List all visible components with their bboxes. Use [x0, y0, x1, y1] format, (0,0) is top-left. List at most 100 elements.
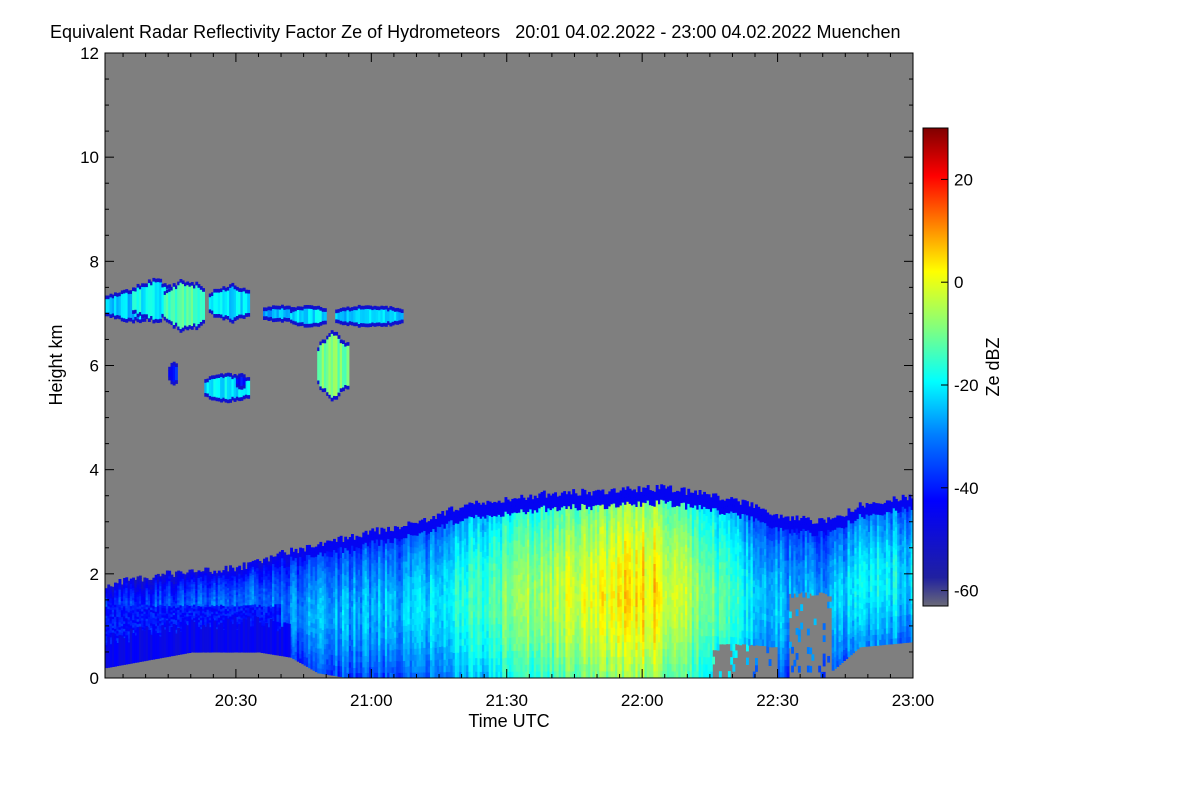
echo-cell [281, 550, 284, 555]
echo-cell [292, 617, 296, 623]
echo-cell [518, 498, 521, 506]
echo-cell [181, 575, 185, 579]
echo-cell [495, 556, 499, 564]
echo-cell [233, 594, 237, 598]
echo-cell [156, 608, 160, 611]
echo-cell [371, 534, 375, 541]
echo-cell [495, 536, 499, 544]
echo-cell [265, 606, 269, 610]
echo-cell [125, 597, 129, 601]
echo-cell [145, 622, 149, 626]
echo-cell [224, 570, 228, 574]
echo-cell [400, 649, 404, 656]
echo-cell [357, 629, 361, 636]
echo-cell [409, 624, 413, 631]
echo-cell [287, 601, 291, 606]
echo-cell [450, 612, 454, 620]
echo-cell [263, 564, 266, 569]
echo-cell [461, 507, 465, 515]
echo-cell [409, 666, 413, 673]
echo-cell [193, 615, 196, 619]
echo-cell [384, 531, 388, 538]
echo-cell [168, 578, 172, 582]
echo-cell [425, 672, 429, 678]
echo-cell [493, 522, 497, 530]
echo-cell [369, 536, 372, 543]
echo-cell [105, 603, 108, 607]
echo-cell [423, 530, 427, 538]
echo-cell [536, 567, 539, 575]
echo-cell [111, 593, 115, 597]
echo-cell [342, 567, 345, 574]
echo-cell [305, 587, 309, 593]
echo-cell [479, 544, 483, 552]
echo-cell [303, 634, 307, 640]
echo-cell [450, 631, 454, 639]
echo-cell [425, 606, 429, 613]
echo-cell [418, 526, 422, 534]
echo-cell [317, 583, 321, 590]
echo-cell [504, 587, 508, 596]
echo-cell [522, 594, 526, 603]
echo-cell [111, 620, 115, 624]
echo-cell [536, 671, 539, 678]
echo-cell [294, 612, 298, 618]
echo-cell [513, 505, 517, 513]
echo-cell [441, 633, 445, 640]
echo-cell [143, 623, 147, 626]
echo-cell [172, 592, 176, 596]
echo-cell [226, 608, 230, 612]
echo-cell [509, 610, 512, 618]
echo-cell [224, 585, 228, 589]
echo-cell [497, 657, 501, 665]
echo-cell [348, 591, 352, 598]
echo-cell [411, 552, 415, 560]
echo-cell [380, 579, 384, 587]
echo-cell [285, 607, 289, 613]
echo-cell [240, 617, 244, 620]
echo-cell [432, 522, 436, 530]
echo-cell [481, 509, 485, 517]
echo-cell [105, 626, 108, 630]
echo-cell [355, 612, 359, 619]
echo-cell [337, 606, 341, 613]
echo-cell [305, 643, 309, 649]
echo-cell [168, 607, 172, 611]
echo-cell [445, 620, 449, 627]
echo-cell [312, 589, 316, 596]
echo-cell [127, 614, 131, 618]
echo-cell [213, 573, 217, 576]
echo-cell [524, 657, 528, 665]
echo-cell [414, 600, 418, 608]
echo-cell [330, 572, 334, 578]
echo-cell [274, 610, 278, 615]
echo-cell [425, 528, 429, 535]
echo-cell [168, 598, 172, 602]
echo-cell [301, 632, 305, 638]
echo-cell [454, 568, 458, 576]
echo-cell [434, 549, 438, 557]
echo-cell [249, 586, 253, 590]
echo-cell [247, 599, 251, 603]
echo-cell [389, 570, 393, 577]
echo-cell [265, 560, 269, 565]
echo-cell [195, 592, 199, 596]
echo-cell [226, 617, 230, 621]
echo-cell [439, 659, 442, 666]
echo-cell [199, 603, 203, 607]
echo-cell [533, 635, 537, 644]
echo-cell [488, 630, 492, 638]
echo-cell [457, 594, 460, 602]
echo-cell [366, 567, 370, 574]
echo-cell [260, 584, 264, 588]
echo-cell [305, 577, 309, 583]
echo-cell [472, 577, 476, 585]
echo-cell [416, 582, 420, 590]
echo-cell [274, 617, 278, 622]
echo-cell [497, 623, 501, 631]
echo-cell [382, 637, 386, 645]
echo-cell [479, 584, 483, 592]
echo-cell [416, 541, 420, 548]
echo-cell [448, 592, 451, 600]
echo-cell [443, 571, 447, 579]
